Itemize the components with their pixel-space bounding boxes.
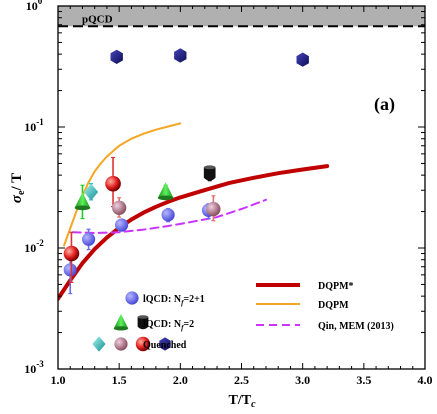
x-tick-label: 2.5 (234, 373, 249, 387)
lqcd-nf2-cone-marker (113, 314, 129, 329)
dqpm-star-curve (58, 164, 330, 301)
cone-base (74, 205, 91, 211)
legend-label: lQCD: Nf=2 (143, 319, 194, 332)
quenched-red-marker (105, 175, 121, 192)
legend-label: Quenched (143, 340, 187, 351)
legend-label: lQCD: Nf=2+1 (143, 294, 205, 307)
y-tick-label: 10-3 (24, 359, 44, 376)
quenched-navy-marker (296, 52, 309, 67)
x-tick-label: 1.0 (51, 373, 66, 387)
y-tick-label: 10-2 (24, 238, 44, 255)
quenched-pink-marker (114, 337, 128, 351)
x-tick-label: 3.0 (295, 373, 310, 387)
quenched-pink-marker (206, 201, 221, 217)
quenched-cyan-marker (83, 183, 99, 201)
data-points-layer (63, 48, 309, 295)
cup-rim (137, 315, 149, 319)
cup-rim (203, 165, 216, 170)
quenched-cyan-marker (92, 336, 106, 352)
x-tick-label: 4.0 (418, 373, 433, 387)
quenched-red-marker (135, 336, 151, 352)
quenched-red-marker (63, 245, 80, 262)
x-tick-label: 2.0 (173, 373, 188, 387)
pqcd-label: pQCD (82, 13, 113, 25)
quenched-navy-marker (159, 337, 171, 351)
y-tick-label: 100 (26, 0, 43, 13)
lqcd-2p1-marker (125, 291, 139, 305)
qin-mem-curve (71, 198, 267, 234)
lqcd-2p1-marker (81, 232, 96, 246)
legend-label: DQPM (318, 300, 349, 311)
lqcd-2p1-marker (63, 263, 77, 277)
panel-label: (a) (374, 94, 395, 115)
x-tick-label: 1.5 (112, 373, 127, 387)
lqcd-nf2-cone-marker (74, 192, 91, 208)
quenched-navy-marker (174, 48, 187, 63)
quenched-navy-marker (110, 49, 123, 64)
y-axis-label: σe/ T (9, 173, 27, 203)
lqcd-2p1-marker (161, 208, 175, 222)
lqcd-nf2-cone-marker (157, 182, 174, 198)
lqcd-nf2-cup-marker (137, 317, 149, 330)
pqcd-band (58, 6, 425, 27)
y-tick-label: 10-1 (24, 117, 44, 134)
cone-base (157, 195, 174, 201)
x-tick-label: 3.5 (356, 373, 371, 387)
lqcd-nf2-cup-marker (203, 167, 216, 181)
lqcd-2p1-marker (115, 218, 129, 232)
quenched-pink-marker (112, 200, 127, 215)
legend-label: DQPM* (318, 281, 354, 292)
curves-layer (58, 122, 330, 301)
x-axis-label: T/Tc (228, 393, 256, 410)
legend: lQCD: Nf=2+1 lQCD: Nf=2 Quenched DQPM* DQPM Q… (92, 281, 394, 352)
legend-label: Qin, MEM (2013) (318, 321, 394, 332)
cone-base (113, 326, 129, 331)
axis-ticks: 1.0 1.5 2.0 2.5 3.0 3.5 4.0 10-3 10-2 10-1 100 (24, 0, 432, 387)
